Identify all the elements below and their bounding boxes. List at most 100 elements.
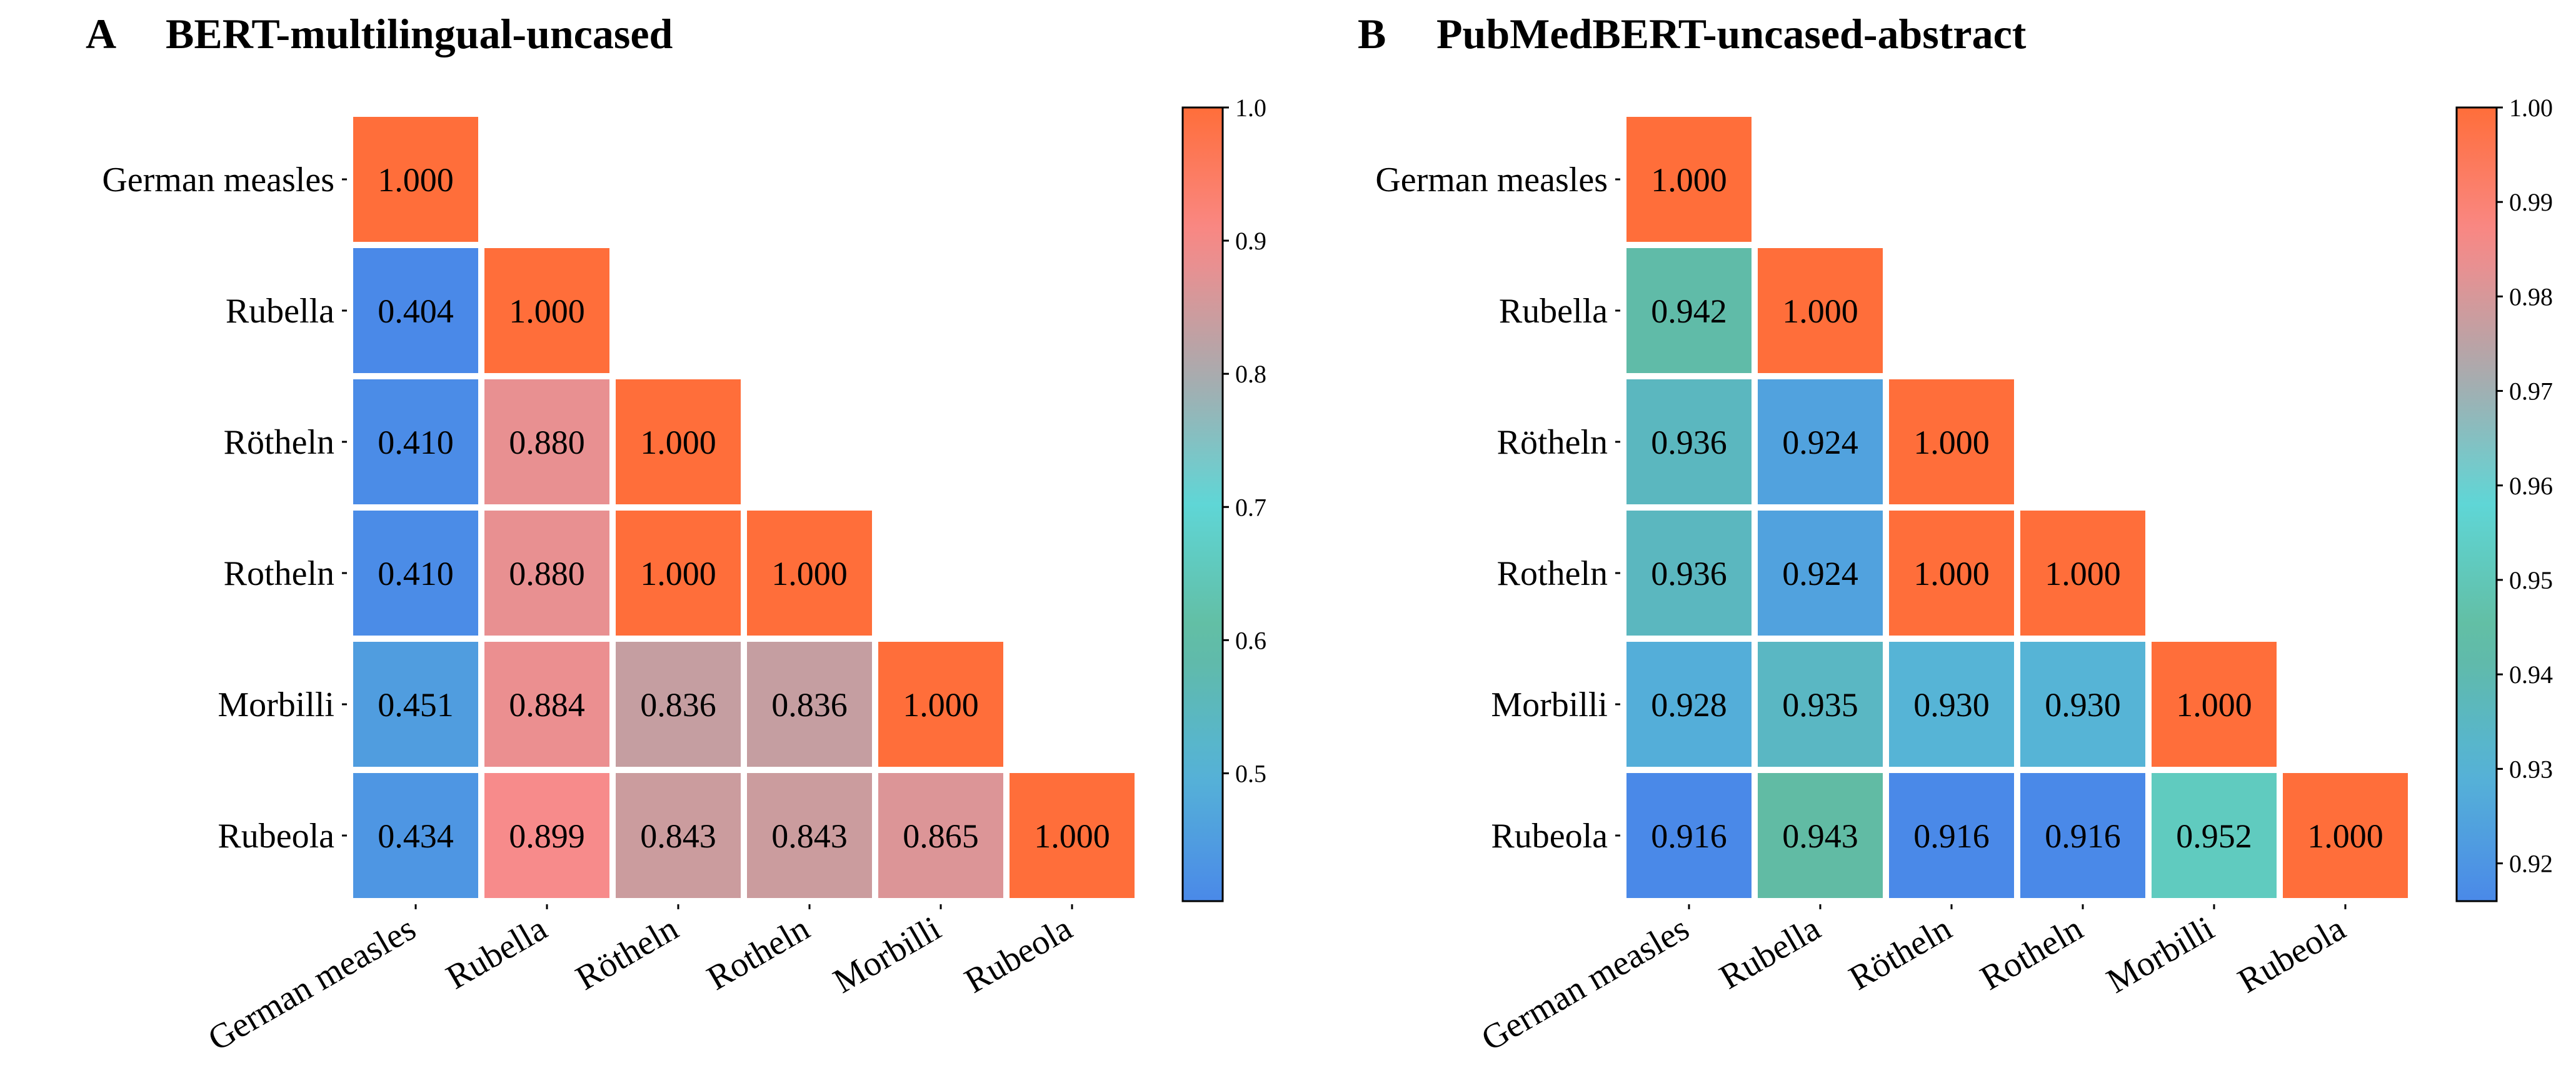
- cell-value-label: 0.936: [1651, 424, 1727, 461]
- cell-value-label: 0.952: [2176, 817, 2252, 855]
- y-tick-label: Rotheln: [224, 554, 334, 593]
- cell-value-label: 1.000: [2045, 555, 2121, 592]
- heatmap-cell: [1626, 642, 1752, 767]
- heatmap-cell: [616, 511, 741, 636]
- cell-value-label: 1.000: [903, 686, 979, 724]
- heatmap-cell: [616, 379, 741, 504]
- panel-a-y-axis: German measles Rubella Rötheln Rotheln Morbi…: [102, 161, 347, 856]
- colorbar-tick-label: 0.96: [2509, 472, 2553, 500]
- cell-value-label: 0.836: [640, 686, 716, 724]
- cell-value-label: 1.000: [1913, 424, 1990, 461]
- y-tick-label: Rubella: [1499, 292, 1608, 331]
- cell-value-label: 1.000: [1782, 292, 1858, 330]
- heatmap-cell: [2283, 773, 2408, 898]
- cell-value-label: 0.880: [509, 555, 585, 592]
- cell-value-label: 0.924: [1782, 555, 1858, 592]
- panel-a-title: BERT-multilingual-uncased: [166, 10, 673, 57]
- heatmap-cell: [353, 642, 478, 767]
- heatmap-cell: [484, 642, 609, 767]
- colorbar-tick-label: 0.5: [1235, 759, 1266, 787]
- y-tick-label: German measles: [102, 161, 334, 199]
- y-tick-label: Rötheln: [1497, 423, 1608, 462]
- panel-b-colorbar: 0.92 0.93 0.94 0.95 0.96 0.97 0.98 0.99 1.00: [2455, 94, 2553, 902]
- heatmap-cell: [1758, 248, 1883, 373]
- heatmap-cell: [1758, 773, 1883, 898]
- cell-value-label: 0.404: [378, 292, 454, 330]
- x-tick-label: Rötheln: [569, 909, 685, 998]
- x-tick-label: Morbilli: [2100, 909, 2221, 1001]
- y-tick-label: Morbilli: [1491, 686, 1608, 724]
- panel-b-title: PubMedBERT-uncased-abstract: [1436, 10, 2027, 57]
- cell-value-label: 0.836: [771, 686, 848, 724]
- panel-a-colorbar: 0.5 0.6 0.7 0.8 0.9 1.0: [1181, 94, 1266, 902]
- cell-value-label: 0.928: [1651, 686, 1727, 724]
- heatmap-cell: [747, 773, 872, 898]
- cell-value-label: 1.000: [2176, 686, 2252, 724]
- cell-value-label: 0.916: [2045, 817, 2121, 855]
- heatmap-cell: [1626, 511, 1752, 636]
- y-tick-label: Morbilli: [218, 686, 334, 724]
- x-tick-label: German measles: [1475, 909, 1696, 1059]
- colorbar-tick-label: 1.0: [1235, 94, 1266, 122]
- cell-value-label: 1.000: [1651, 161, 1727, 199]
- y-tick-label: Rubeola: [218, 817, 334, 856]
- panel-b-heatmap: 1.000 0.942 1.000 0.936 0.924 1.000 0.936 0.924…: [1626, 117, 2408, 898]
- heatmap-cell: [353, 379, 478, 504]
- panel-b: B PubMedBERT-uncased-abstract 1.000 0.942…: [1358, 10, 2553, 1059]
- heatmap-cell: [484, 511, 609, 636]
- cell-value-label: 0.843: [771, 817, 848, 855]
- heatmap-cell: [353, 511, 478, 636]
- heatmap-cell: [1758, 642, 1883, 767]
- heatmap-cell: [353, 248, 478, 373]
- colorbar-tick-label: 0.8: [1235, 360, 1266, 388]
- x-tick-label: German measles: [202, 909, 423, 1059]
- x-tick-label: Rubella: [440, 909, 554, 997]
- cell-value-label: 0.843: [640, 817, 716, 855]
- colorbar-tick-label: 0.94: [2509, 661, 2553, 689]
- heatmap-cell: [1758, 511, 1883, 636]
- cell-value-label: 1.000: [1034, 817, 1110, 855]
- x-tick-label: Rotheln: [701, 909, 816, 998]
- heatmap-cell: [1626, 773, 1752, 898]
- heatmap-cell: [1889, 642, 2014, 767]
- heatmap-cell: [2020, 773, 2145, 898]
- cell-value-label: 0.935: [1782, 686, 1858, 724]
- colorbar-scale: [1181, 106, 1224, 902]
- y-tick-label: Rötheln: [224, 423, 334, 462]
- heatmap-cell: [878, 642, 1003, 767]
- heatmap-cell: [747, 642, 872, 767]
- cell-value-label: 1.000: [640, 555, 716, 592]
- heatmap-cell: [484, 379, 609, 504]
- heatmap-cell: [484, 773, 609, 898]
- cell-value-label: 0.865: [903, 817, 979, 855]
- cell-value-label: 1.000: [771, 555, 848, 592]
- colorbar-tick-label: 0.93: [2509, 755, 2553, 783]
- y-tick-label: Rotheln: [1497, 554, 1608, 593]
- cell-value-label: 1.000: [509, 292, 585, 330]
- panel-b-x-axis: German measles Rubella Rötheln Rotheln Morbi…: [1475, 904, 2352, 1059]
- panel-a: A BERT-multilingual-uncased 1.000 0.404 1.…: [86, 10, 1266, 1059]
- x-tick-label: Rubella: [1713, 909, 1827, 997]
- colorbar-tick-label: 0.9: [1235, 227, 1266, 255]
- heatmap-cell: [1889, 773, 2014, 898]
- x-tick-label: Rubeola: [2232, 909, 2352, 1001]
- colorbar-tick-label: 0.92: [2509, 850, 2553, 878]
- colorbar-tick-label: 0.95: [2509, 566, 2553, 594]
- colorbar-tick-label: 0.97: [2509, 377, 2553, 406]
- cell-value-label: 0.916: [1651, 817, 1727, 855]
- x-tick-label: Rötheln: [1843, 909, 1958, 998]
- cell-value-label: 1.000: [378, 161, 454, 199]
- cell-value-label: 0.942: [1651, 292, 1727, 330]
- colorbar-tick-label: 0.98: [2509, 282, 2553, 311]
- cell-value-label: 0.899: [509, 817, 585, 855]
- panel-a-letter: A: [86, 10, 116, 57]
- x-tick-label: Rubeola: [958, 909, 1079, 1001]
- cell-value-label: 0.410: [378, 424, 454, 461]
- cell-value-label: 1.000: [1913, 555, 1990, 592]
- cell-value-label: 0.451: [378, 686, 454, 724]
- cell-value-label: 0.930: [1913, 686, 1990, 724]
- panel-a-x-axis: German measles Rubella Rötheln Rotheln Morbi…: [202, 904, 1079, 1059]
- panel-b-y-axis: German measles Rubella Rötheln Rotheln Morbi…: [1375, 161, 1620, 856]
- panel-b-letter: B: [1358, 10, 1386, 57]
